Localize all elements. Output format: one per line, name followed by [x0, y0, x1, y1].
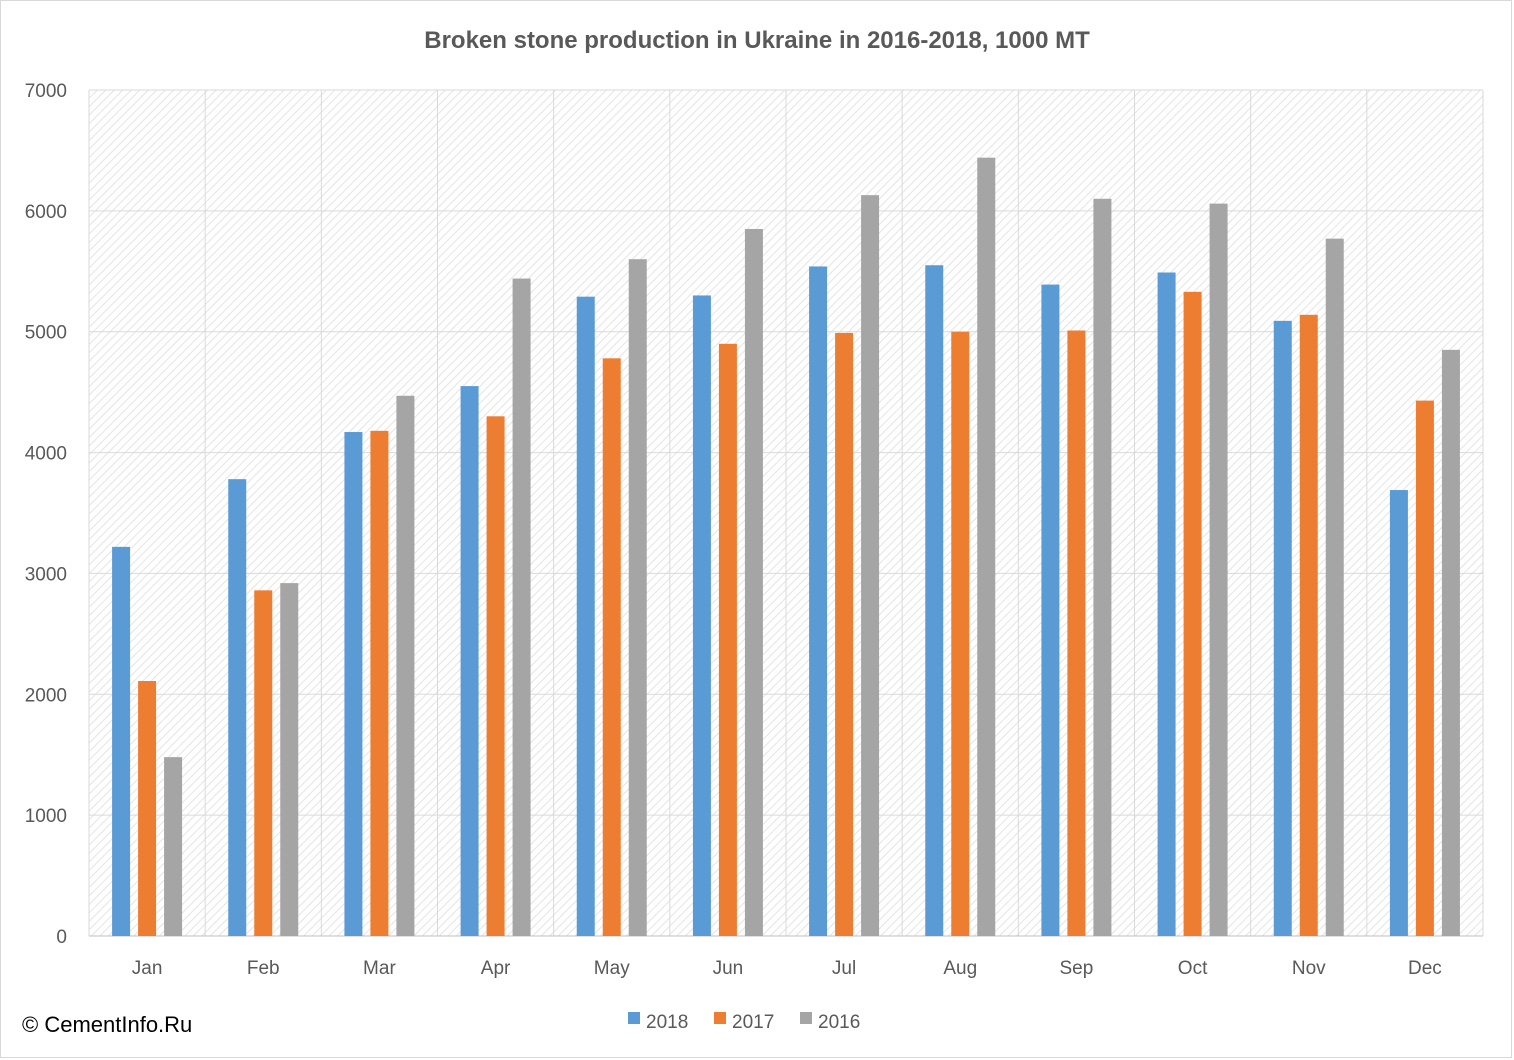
legend-swatch-2017	[714, 1012, 726, 1024]
legend-swatch-2016	[800, 1012, 812, 1024]
bar-2016-apr	[512, 278, 531, 937]
bar-2018-mar	[344, 432, 363, 936]
x-tick-label: Dec	[1408, 958, 1442, 979]
bar-2016-jan	[164, 757, 183, 936]
bar-2016-may	[628, 259, 647, 936]
bar-2016-feb	[280, 583, 299, 936]
bar-2016-oct	[1209, 203, 1228, 936]
bar-2017-mar	[370, 430, 389, 936]
x-tick-label: May	[594, 958, 630, 979]
copyright-text: © CementInfo.Ru	[22, 1012, 193, 1037]
bar-2018-sep	[1041, 284, 1060, 937]
bar-2017-aug	[951, 331, 970, 936]
y-tick-label: 5000	[25, 323, 67, 344]
bar-2018-dec	[1389, 490, 1408, 936]
bar-2016-aug	[977, 157, 996, 936]
bar-2018-jul	[809, 266, 828, 936]
x-tick-label: Sep	[1060, 958, 1094, 979]
bar-2016-mar	[396, 395, 415, 937]
bar-2016-dec	[1441, 349, 1460, 936]
y-tick-label: 2000	[25, 685, 67, 706]
grid-lines	[88, 89, 1484, 937]
bar-2017-dec	[1415, 400, 1434, 936]
legend-swatch-2018	[628, 1012, 640, 1024]
legend-label-2016: 2016	[818, 1012, 860, 1033]
bar-2017-apr	[486, 416, 505, 936]
y-tick-label: 7000	[25, 81, 67, 102]
bar-2018-jun	[692, 295, 711, 936]
bar-2017-sep	[1067, 330, 1086, 936]
x-tick-label: Aug	[943, 958, 977, 979]
bar-2018-nov	[1273, 320, 1292, 936]
bar-2017-jun	[718, 343, 737, 936]
bar-2018-oct	[1157, 272, 1176, 937]
chart-title: Broken stone production in Ukraine in 20…	[424, 27, 1090, 54]
y-tick-label: 3000	[25, 564, 67, 585]
bar-2017-jan	[138, 680, 157, 936]
x-tick-label: Jan	[132, 958, 163, 979]
x-tick-label: Mar	[363, 958, 396, 979]
x-tick-label: Apr	[481, 958, 511, 979]
bar-2018-jan	[112, 546, 131, 936]
y-tick-label: 4000	[25, 444, 67, 465]
bar-2016-nov	[1325, 238, 1344, 936]
bar-2018-may	[576, 296, 595, 936]
bar-2017-may	[602, 358, 621, 936]
bars	[112, 157, 1460, 937]
y-tick-label: 6000	[25, 202, 67, 223]
bar-2016-jun	[744, 228, 763, 936]
bar-2016-jul	[861, 195, 880, 936]
legend-label-2018: 2018	[646, 1012, 688, 1033]
x-tick-label: Jun	[713, 958, 744, 979]
bar-2017-oct	[1183, 291, 1202, 936]
bar-2018-apr	[460, 386, 479, 937]
x-tick-label: Nov	[1292, 958, 1326, 979]
bar-2017-feb	[254, 590, 273, 936]
axis-labels: 0 1000 2000 3000 4000 5000 6000 7000 Jan Feb Mar Ap…	[25, 81, 1442, 979]
bar-2017-jul	[835, 332, 854, 936]
x-tick-label: Jul	[832, 958, 856, 979]
legend-label-2017: 2017	[732, 1012, 774, 1033]
x-tick-label: Feb	[247, 958, 280, 979]
legend: 2018 2017 2016	[628, 1012, 860, 1033]
y-tick-label: 0	[56, 927, 67, 948]
bar-2018-feb	[228, 479, 247, 936]
x-tick-label: Oct	[1178, 958, 1208, 979]
y-tick-label: 1000	[25, 806, 67, 827]
bar-2018-aug	[925, 265, 944, 936]
bar-2016-sep	[1093, 198, 1112, 936]
bar-2017-nov	[1299, 314, 1318, 936]
